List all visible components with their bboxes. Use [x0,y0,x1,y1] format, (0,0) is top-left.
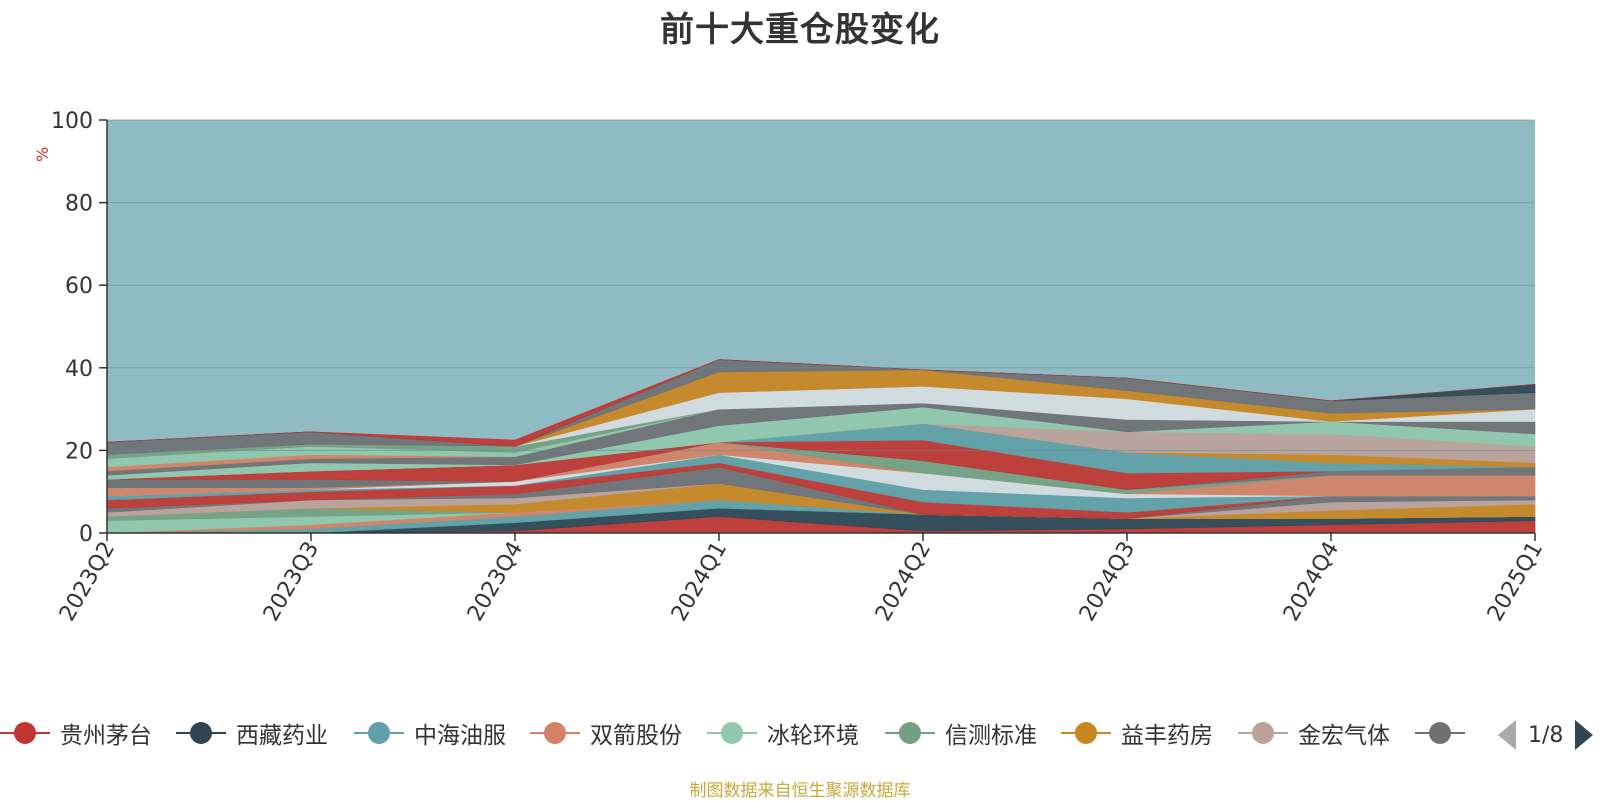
y-tick-label: 100 [51,109,93,134]
legend-item[interactable] [1415,716,1465,750]
y-tick-label: 20 [65,439,93,464]
legend-item[interactable]: 中海油服 [354,716,506,750]
area-series-29[interactable] [106,359,1536,447]
x-tick-label: 2024Q2 [871,538,936,626]
legend-label: 贵州茅台 [60,723,152,749]
x-axis-tick-labels: 2023Q2 2023Q3 2023Q4 2024Q1 2024Q2 2024Q3 2024… [55,538,1548,626]
legend-item[interactable]: 双箭股份 [530,716,682,750]
legend-marker-icon [530,718,580,748]
legend-page-indicator: 1/8 [1528,722,1564,748]
legend-item[interactable]: 金宏气体 [1238,716,1390,750]
y-axis-tick-labels: 0 20 40 60 80 100 [51,109,93,547]
legend-marker-icon [1238,718,1288,748]
y-tick-label: 60 [65,274,93,299]
x-tick-label: 2025Q1 [1483,538,1548,626]
legend-item[interactable]: 西藏药业 [176,716,328,750]
legend-items: 贵州茅台 西藏药业 中海油服 双箭股份 冰轮环境 信测标准 益丰药房 金宏气体 [0,716,1465,756]
legend: 贵州茅台 西藏药业 中海油服 双箭股份 冰轮环境 信测标准 益丰药房 金宏气体 [0,716,1600,756]
legend-marker-icon [354,718,404,748]
axes [99,119,1536,541]
x-tick-label: 2024Q4 [1279,538,1344,626]
legend-item[interactable]: 信测标准 [885,716,1037,750]
legend-label: 金宏气体 [1298,723,1390,749]
x-tick-label: 2023Q2 [55,538,120,626]
legend-label: 西藏药业 [236,723,328,749]
legend-label: 中海油服 [414,723,506,749]
x-tick-label: 2024Q1 [667,538,732,626]
legend-marker-icon [0,718,50,748]
x-tick-label: 2024Q3 [1075,538,1140,626]
x-tick-label: 2023Q3 [259,538,324,626]
y-tick-label: 80 [65,192,93,217]
legend-marker-icon [885,718,935,748]
y-axis-unit-label: % [33,147,52,162]
legend-label: 冰轮环境 [767,723,859,749]
legend-next-arrow-icon[interactable] [1575,720,1594,750]
legend-marker-icon [176,718,226,748]
legend-item[interactable]: 冰轮环境 [707,716,859,750]
chart-title: 前十大重仓股变化 [660,10,940,50]
grid-lines [107,119,1535,451]
area-series-group [106,359,1536,534]
legend-item[interactable]: 贵州茅台 [0,716,152,750]
data-source-note: 制图数据来自恒生聚源数据库 [689,781,911,801]
legend-marker-icon [1061,718,1111,748]
legend-label: 信测标准 [945,723,1037,749]
y-tick-label: 40 [65,357,93,382]
legend-prev-arrow-icon[interactable] [1498,720,1516,750]
x-tick-label: 2023Q4 [463,538,528,626]
legend-pager: 1/8 [1498,718,1594,752]
legend-item[interactable]: 益丰药房 [1061,716,1213,750]
legend-label: 益丰药房 [1121,723,1213,749]
legend-marker-icon [707,718,757,748]
legend-label: 双箭股份 [590,723,682,749]
y-tick-label: 0 [79,522,93,547]
legend-marker-icon [1415,718,1465,748]
